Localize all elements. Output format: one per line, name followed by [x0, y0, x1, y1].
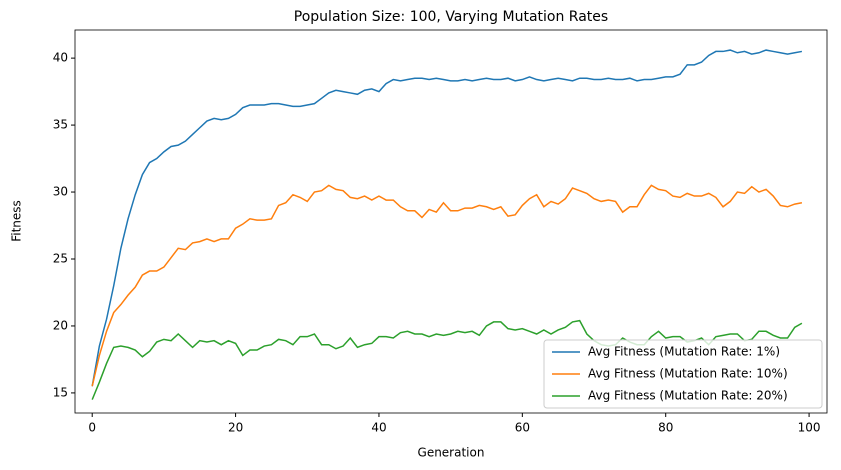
x-tick-label: 40 [371, 421, 386, 435]
x-tick-label: 60 [515, 421, 530, 435]
y-tick-label: 15 [53, 385, 68, 399]
y-tick-label: 35 [53, 118, 68, 132]
plot-frame [74, 29, 828, 414]
legend-label: Avg Fitness (Mutation Rate: 1%) [588, 345, 780, 359]
x-tick-label: 0 [88, 421, 96, 435]
y-tick-label: 20 [53, 318, 68, 332]
y-tick-label: 30 [53, 185, 68, 199]
y-tick-label: 25 [53, 251, 68, 265]
y-axis-label: Fitness [10, 200, 24, 242]
legend-label: Avg Fitness (Mutation Rate: 20%) [588, 389, 788, 403]
x-axis-label: Generation [418, 446, 485, 460]
legend-box [543, 339, 823, 409]
chart-title: Population Size: 100, Varying Mutation R… [294, 9, 608, 25]
y-tick-label: 40 [53, 51, 68, 65]
series-line [91, 49, 803, 387]
series-line [91, 184, 803, 387]
x-tick-label: 100 [798, 421, 821, 435]
x-tick-label: 20 [228, 421, 243, 435]
x-tick-label: 80 [658, 421, 673, 435]
legend-label: Avg Fitness (Mutation Rate: 10%) [588, 367, 788, 381]
series-line [91, 319, 803, 400]
